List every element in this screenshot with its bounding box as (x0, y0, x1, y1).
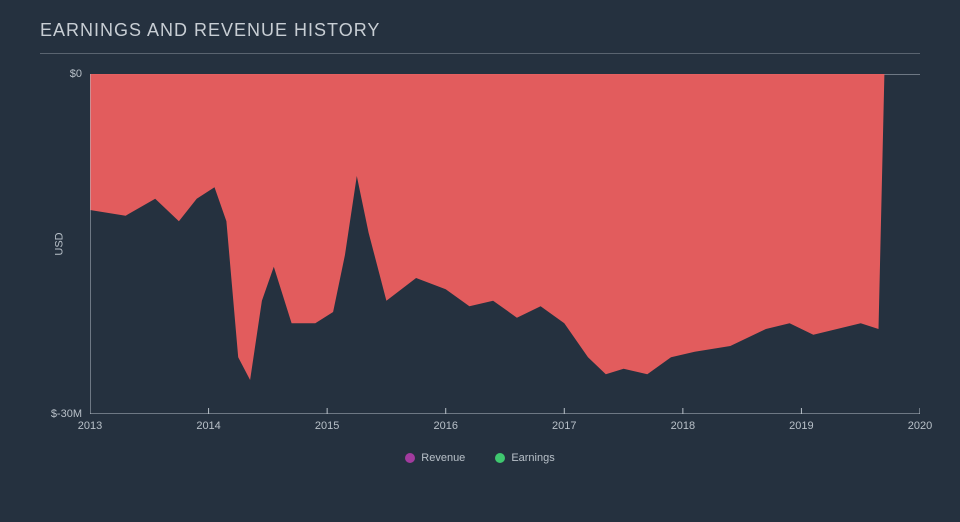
x-tick-label: 2019 (789, 420, 813, 432)
x-tick-label: 2020 (908, 420, 932, 432)
x-tick-group: 20132014201520162017201820192020 (90, 414, 920, 434)
x-tick-label: 2015 (315, 420, 339, 432)
y-tick-label: $-30M (51, 408, 90, 420)
area-series-earnings (90, 74, 884, 380)
legend-swatch (495, 453, 505, 463)
y-axis-label: USD (54, 232, 66, 255)
x-tick-label: 2014 (196, 420, 220, 432)
chart-title: EARNINGS AND REVENUE HISTORY (40, 20, 920, 54)
area-chart-svg (90, 74, 920, 414)
legend-swatch (405, 453, 415, 463)
plot-area: USD $0$-30M (90, 74, 920, 414)
chart-container: EARNINGS AND REVENUE HISTORY USD $0$-30M… (0, 0, 960, 522)
x-tick-label: 2013 (78, 420, 102, 432)
x-tick-label: 2017 (552, 420, 576, 432)
legend-item-revenue: Revenue (405, 452, 465, 464)
y-tick-label: $0 (70, 68, 90, 80)
legend-label: Revenue (421, 452, 465, 464)
legend-label: Earnings (511, 452, 554, 464)
x-tick-label: 2016 (433, 420, 457, 432)
legend: Revenue Earnings (40, 452, 920, 464)
legend-item-earnings: Earnings (495, 452, 554, 464)
x-tick-label: 2018 (671, 420, 695, 432)
